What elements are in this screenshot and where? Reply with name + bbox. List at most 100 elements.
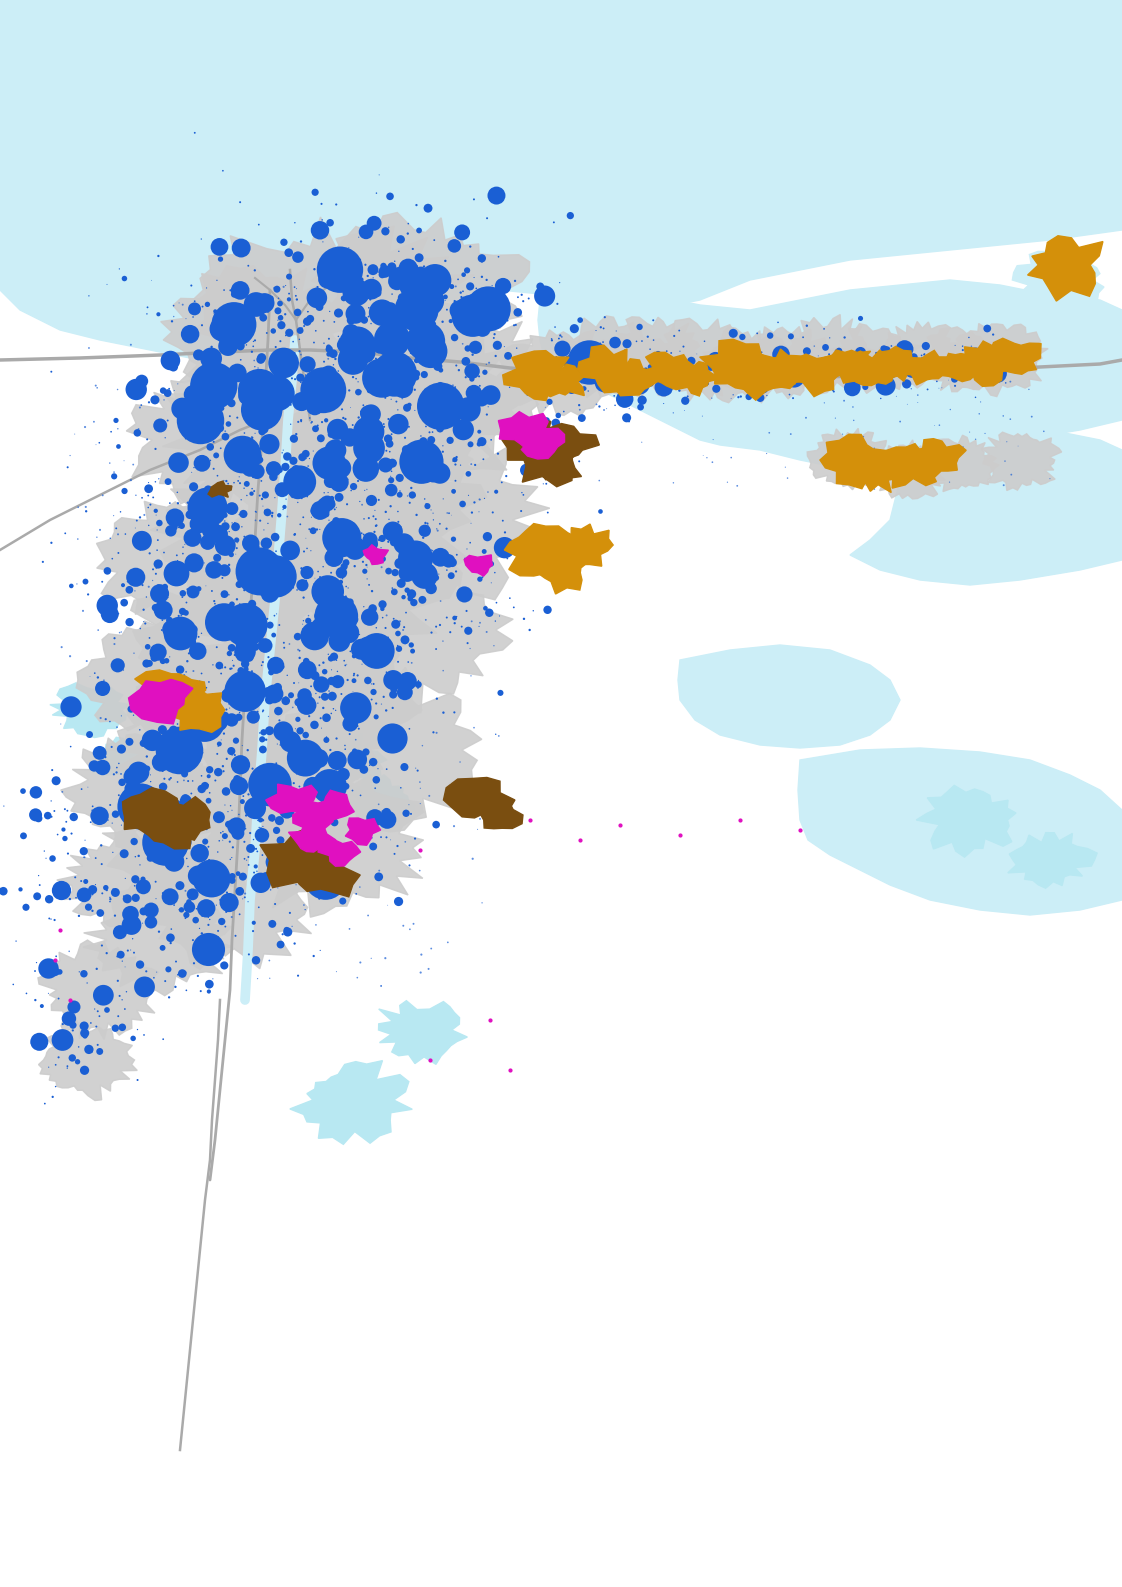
Point [169, 803, 187, 828]
Point [265, 319, 283, 344]
Point [763, 355, 781, 381]
Point [221, 828, 239, 854]
Point [417, 311, 435, 336]
Point [394, 376, 412, 402]
Point [259, 644, 277, 670]
Point [249, 362, 267, 387]
Point [238, 533, 256, 559]
Point [199, 292, 217, 317]
Point [243, 800, 261, 825]
Point [489, 441, 507, 467]
Point [369, 638, 387, 663]
Point [232, 306, 250, 332]
Point [747, 378, 765, 403]
Point [591, 330, 609, 355]
Point [210, 652, 228, 678]
Point [508, 335, 526, 360]
Point [721, 360, 739, 386]
Point [963, 362, 981, 387]
Point [367, 833, 385, 859]
Point [442, 503, 460, 528]
Point [264, 860, 282, 886]
Point [43, 789, 61, 814]
Point [358, 554, 376, 579]
Point [360, 700, 378, 725]
Point [212, 517, 230, 543]
Point [48, 822, 66, 847]
Point [127, 867, 145, 892]
Point [145, 641, 163, 667]
Point [263, 503, 280, 528]
Point [443, 549, 461, 574]
Point [169, 490, 187, 516]
Point [289, 387, 307, 413]
Point [30, 873, 48, 898]
Point [287, 871, 305, 897]
Point [177, 590, 195, 616]
Point [232, 659, 250, 684]
Point [816, 390, 834, 416]
Point [266, 892, 284, 917]
Point [916, 349, 934, 375]
Point [423, 560, 441, 586]
Point [888, 384, 905, 409]
Point [195, 708, 213, 733]
Point [473, 249, 491, 275]
Point [771, 362, 789, 387]
Point [782, 422, 800, 448]
Point [413, 587, 431, 613]
Point [11, 876, 29, 901]
Point [355, 594, 373, 619]
Point [844, 394, 862, 419]
Point [80, 282, 98, 308]
Point [573, 370, 591, 395]
Point [190, 713, 208, 738]
Point [410, 555, 427, 581]
Point [445, 325, 463, 351]
Point [359, 487, 377, 513]
Point [204, 428, 222, 454]
Polygon shape [0, 0, 1122, 370]
Point [295, 782, 313, 808]
Point [638, 324, 656, 349]
Point [392, 514, 410, 540]
Polygon shape [160, 267, 359, 417]
Point [1009, 433, 1027, 459]
Point [370, 487, 388, 513]
Point [292, 779, 310, 805]
Point [505, 444, 523, 470]
Point [200, 865, 218, 890]
Point [284, 484, 302, 509]
Point [313, 409, 331, 435]
Point [532, 273, 550, 298]
Point [236, 421, 254, 446]
Point [439, 930, 457, 955]
Polygon shape [176, 619, 422, 794]
Point [427, 516, 445, 541]
Polygon shape [49, 682, 131, 738]
Point [371, 540, 389, 565]
Point [327, 346, 344, 371]
Point [688, 341, 706, 367]
Point [172, 820, 190, 846]
Point [852, 340, 870, 365]
Point [963, 333, 981, 359]
Point [196, 773, 214, 798]
Point [287, 276, 305, 302]
Point [445, 233, 463, 259]
Point [286, 782, 304, 808]
Point [90, 617, 108, 643]
Point [876, 373, 894, 398]
Point [75, 844, 93, 870]
Point [197, 494, 215, 519]
Point [280, 771, 298, 797]
Point [233, 863, 251, 889]
Point [334, 763, 352, 789]
Point [98, 941, 116, 966]
Point [295, 313, 313, 338]
Point [386, 360, 404, 386]
Point [785, 363, 803, 389]
Point [337, 419, 355, 444]
Polygon shape [378, 1001, 468, 1065]
Point [200, 847, 218, 873]
